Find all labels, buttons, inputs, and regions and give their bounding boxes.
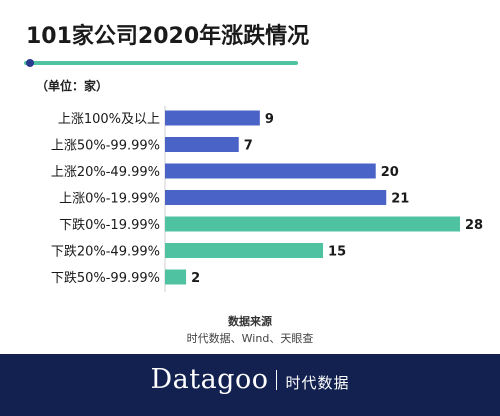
footer-banner: Datagoo 时代数据 [0,354,500,416]
bar-value-label: 21 [391,192,409,207]
category-label: 下跌20%-49.99% [51,244,160,260]
source-text: 时代数据、Wind、天眼查 [186,332,314,345]
category-label: 上涨20%-49.99% [51,165,160,180]
brand-divider [276,370,278,390]
brand-name: Datagoo [150,364,269,395]
bar-value-label: 2 [191,271,200,286]
bar [165,190,387,205]
bar [165,216,460,232]
unit-label: （单位：家） [36,79,109,93]
bar [165,269,187,285]
bar-value-label: 28 [465,218,483,233]
brand-subtitle: 时代数据 [285,374,350,392]
category-label: 上涨100%及以上 [58,112,160,127]
bar [165,137,239,152]
bar-value-label: 7 [244,139,253,154]
source-title: 数据来源 [228,315,272,328]
bar [165,110,260,126]
bar-value-label: 15 [328,245,346,260]
bar-value-label: 9 [265,112,274,127]
category-label: 下跌0%-19.99% [59,217,160,233]
title-underline [24,61,298,65]
category-label: 下跌50%-99.99% [51,270,160,286]
category-label: 上涨50%-99.99% [51,139,160,154]
title-accent-dot [26,59,34,67]
bar-value-label: 20 [381,165,399,180]
bar [165,163,376,179]
bar [165,243,324,258]
chart-title: 101家公司2020年涨跌情况 [26,24,310,49]
brand-logo: Datagoo 时代数据 [0,364,500,395]
chart-card: 101家公司2020年涨跌情况 （单位：家） [6,4,492,358]
category-label: 上涨0%-19.99% [59,192,160,207]
